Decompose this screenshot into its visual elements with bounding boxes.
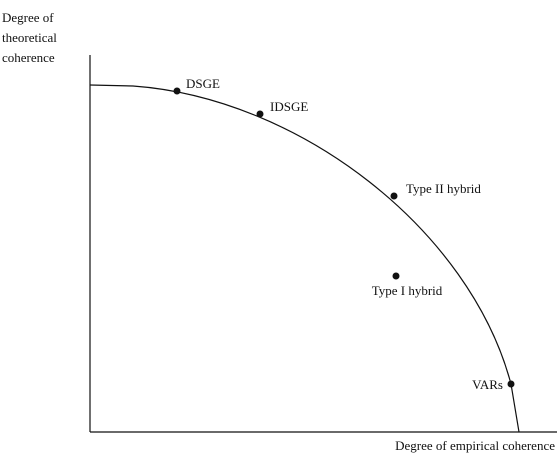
node-label: DSGE	[186, 76, 220, 91]
x-axis-label: Degree of empirical coherence	[395, 438, 555, 453]
node-label: VARs	[472, 377, 503, 392]
node-point	[390, 192, 398, 200]
node-point	[173, 87, 181, 95]
node-label: Type I hybrid	[372, 283, 443, 298]
node-point	[507, 380, 515, 388]
y-axis-label: theoretical	[2, 30, 57, 45]
y-axis-label: coherence	[2, 50, 55, 65]
y-axis-label: Degree of	[2, 10, 54, 25]
node-point	[392, 272, 400, 280]
node-label: IDSGE	[270, 99, 308, 114]
frontier-curve	[89, 84, 520, 433]
node-label: Type II hybrid	[406, 181, 481, 196]
node-point	[256, 110, 264, 118]
